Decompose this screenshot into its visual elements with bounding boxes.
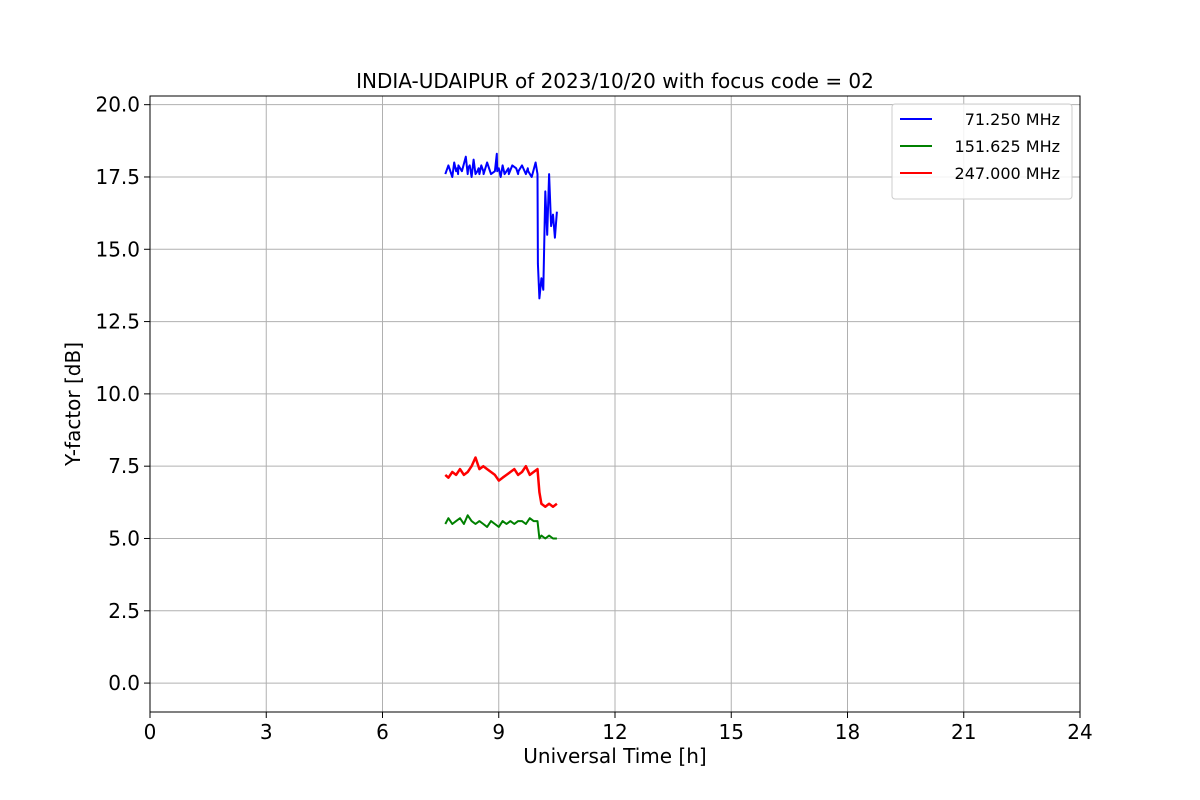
axis-ticks: 0 3 6 9 12 15 18 21 24 0.0 2.5 5.0 7.5 10.0 12.5 15.0 17… bbox=[95, 93, 1092, 744]
legend-label: 247.000 MHz bbox=[955, 164, 1060, 183]
legend-box bbox=[891, 103, 1073, 200]
y-tick-label: 12.5 bbox=[95, 310, 140, 334]
legend-label: 151.625 MHz bbox=[955, 137, 1060, 156]
series-line-3 bbox=[444, 456, 558, 508]
x-tick-label: 21 bbox=[951, 720, 976, 744]
x-tick-label: 3 bbox=[260, 720, 273, 744]
legend: 71.250 MHz 151.625 MHz 247.000 MHz bbox=[891, 103, 1073, 200]
y-tick-label: 7.5 bbox=[108, 454, 140, 478]
x-tick-label: 9 bbox=[492, 720, 505, 744]
y-axis-label: Y-factor [dB] bbox=[61, 342, 85, 467]
x-tick-label: 24 bbox=[1067, 720, 1092, 744]
legend-label: 71.250 MHz bbox=[965, 110, 1060, 129]
y-tick-label: 2.5 bbox=[108, 599, 140, 623]
x-tick-label: 0 bbox=[144, 720, 157, 744]
x-tick-label: 12 bbox=[602, 720, 627, 744]
x-tick-label: 18 bbox=[835, 720, 860, 744]
y-tick-label: 20.0 bbox=[95, 93, 140, 117]
x-axis-label: Universal Time [h] bbox=[523, 744, 706, 768]
y-tick-label: 0.0 bbox=[108, 671, 140, 695]
x-tick-label: 15 bbox=[719, 720, 744, 744]
x-tick-label: 6 bbox=[376, 720, 389, 744]
y-tick-label: 15.0 bbox=[95, 237, 140, 261]
y-tick-label: 17.5 bbox=[95, 165, 140, 189]
series-line-1 bbox=[444, 152, 558, 300]
series-line-2 bbox=[444, 514, 557, 540]
plot-series bbox=[444, 152, 558, 540]
y-tick-label: 5.0 bbox=[108, 526, 140, 550]
y-tick-label: 10.0 bbox=[95, 382, 140, 406]
chart-title: INDIA-UDAIPUR of 2023/10/20 with focus c… bbox=[356, 69, 874, 93]
